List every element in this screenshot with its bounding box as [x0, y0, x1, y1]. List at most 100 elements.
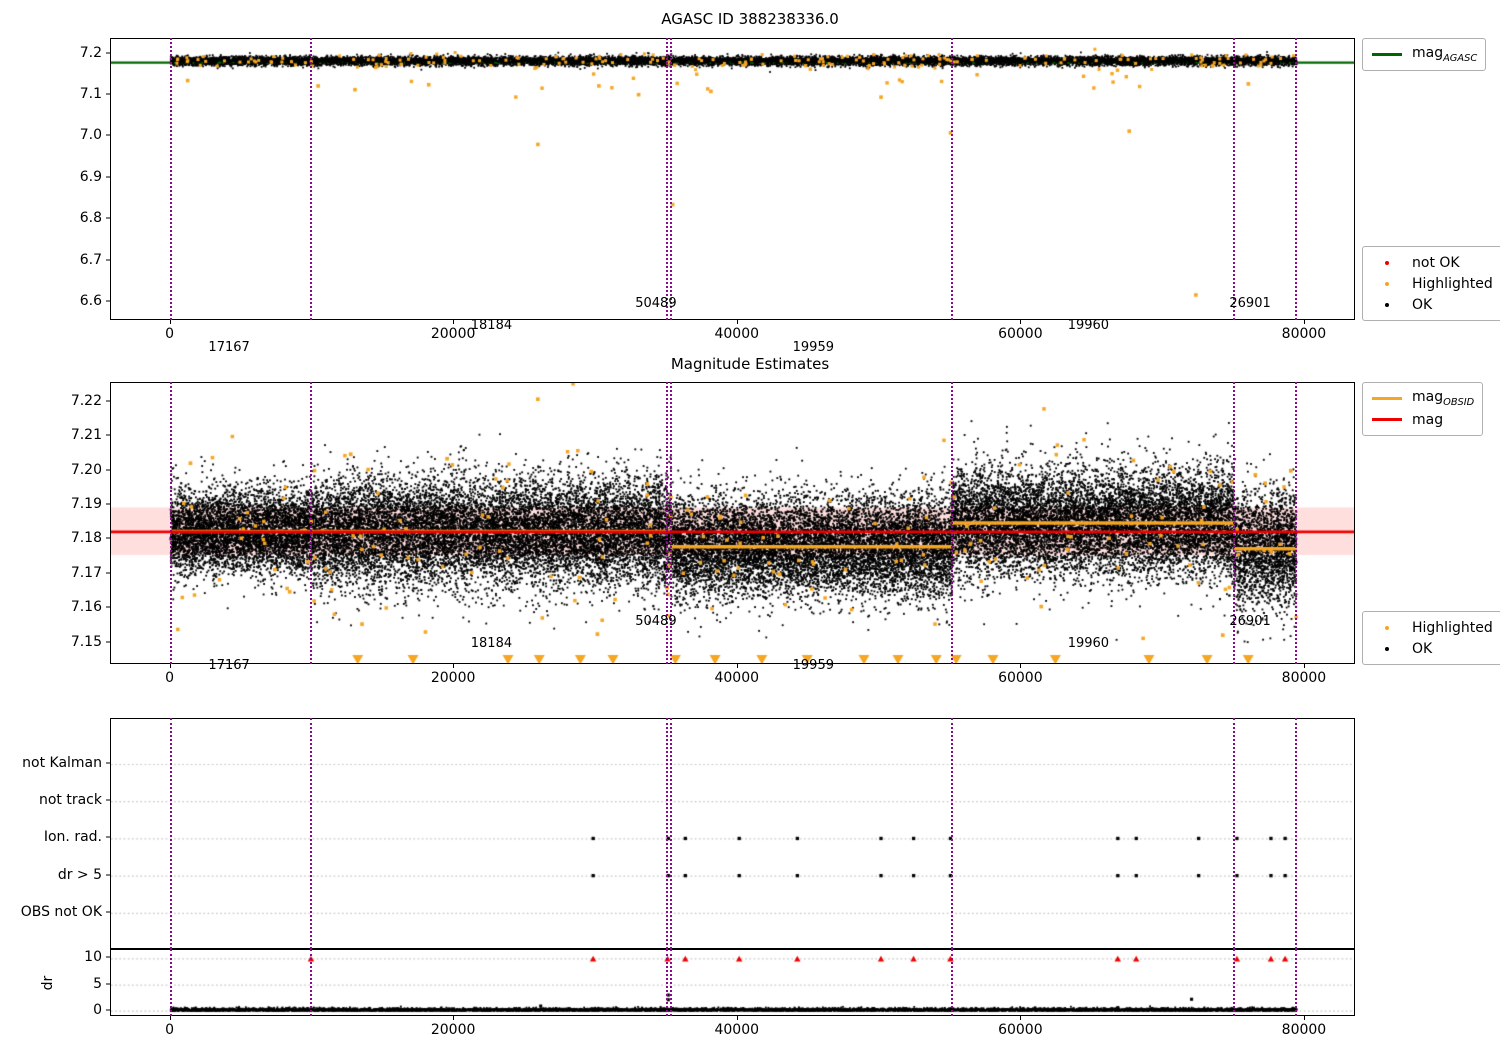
y-tick-label: 7.1 — [79, 85, 102, 102]
obsid-divider-line — [1295, 382, 1298, 664]
legend-entry[interactable]: OK — [1371, 294, 1493, 315]
legend-entry[interactable]: Highlighted — [1371, 273, 1493, 294]
y-tick-mark — [106, 93, 110, 95]
x-tick-label: 0 — [165, 1022, 175, 1038]
x-tick-mark — [1303, 664, 1305, 668]
obsid-label-panel2: 18184 — [470, 636, 513, 651]
panel-magnitude-raw — [110, 38, 1355, 320]
legend-entry[interactable]: magAGASC — [1371, 44, 1477, 65]
obsid-label-panel2: 19960 — [1067, 636, 1110, 651]
legend-entry[interactable]: magOBSID — [1371, 388, 1474, 409]
legend-label: magOBSID — [1412, 389, 1475, 408]
x-tick-label: 40000 — [714, 1022, 760, 1038]
obsid-label-panel2: 17167 — [208, 658, 250, 673]
flag-tick-mark — [106, 762, 110, 764]
flag-tick-mark — [106, 874, 110, 876]
legend-dot-swatch — [1371, 641, 1403, 657]
y-tick-mark — [106, 572, 110, 574]
x-tick-mark — [736, 664, 738, 668]
legend-line-swatch — [1371, 412, 1403, 428]
y-tick-label: 7.17 — [70, 564, 102, 581]
x-tick-label: 20000 — [430, 326, 476, 342]
x-tick-mark — [1303, 1016, 1305, 1020]
x-tick-mark — [169, 664, 171, 668]
obsid-label-panel1: 17167 — [208, 340, 250, 355]
obsid-divider-line — [665, 949, 668, 1016]
flag-tick-label: Ion. rad. — [43, 829, 102, 846]
obsid-divider-line — [950, 382, 953, 664]
legend-mag-lines[interactable]: magOBSID mag — [1362, 382, 1484, 436]
legend-label: magAGASC — [1412, 45, 1478, 64]
obsid-divider-line — [1295, 38, 1298, 320]
x-tick-mark — [453, 320, 455, 324]
x-tick-mark — [1020, 664, 1022, 668]
y-tick-mark — [106, 217, 110, 219]
dr-tick-mark — [106, 956, 110, 958]
legend-entry[interactable]: OK — [1371, 638, 1493, 659]
x-tick-mark — [1303, 320, 1305, 324]
legend-mag-agasc[interactable]: magAGASC — [1362, 38, 1487, 71]
obsid-divider-line — [1233, 382, 1236, 664]
flag-tick-mark — [106, 799, 110, 801]
flag-tick-label: dr > 5 — [57, 866, 102, 883]
obsid-divider-line — [169, 718, 172, 949]
obsid-label-panel2: 26901 — [1229, 614, 1271, 629]
obsid-label-panel1: 18184 — [470, 318, 513, 333]
obsid-divider-line — [309, 718, 312, 949]
x-tick-mark — [736, 1016, 738, 1020]
dr-tick-mark — [106, 1009, 110, 1011]
flag-tick-label: not Kalman — [22, 755, 102, 771]
dr-tick-mark — [106, 983, 110, 985]
y-tick-mark — [106, 176, 110, 178]
y-tick-mark — [106, 134, 110, 136]
y-tick-mark — [106, 641, 110, 643]
x-tick-mark — [169, 1016, 171, 1020]
obsid-divider-line — [1233, 949, 1236, 1016]
x-tick-label: 80000 — [1281, 1022, 1327, 1038]
y-tick-mark — [106, 606, 110, 608]
legend-point-classes-panel1[interactable]: not OK Highlighted OK — [1362, 246, 1500, 321]
legend-dot-swatch — [1371, 297, 1403, 313]
x-tick-mark — [453, 664, 455, 668]
obsid-divider-line — [309, 382, 312, 664]
x-tick-label: 60000 — [998, 670, 1043, 686]
y-tick-mark — [106, 259, 110, 261]
y-tick-label: 7.19 — [70, 496, 102, 513]
x-tick-label: 20000 — [430, 670, 476, 686]
y-tick-label: 7.15 — [70, 633, 102, 650]
legend-point-classes-panel2[interactable]: Highlighted OK — [1362, 611, 1500, 665]
obsid-label-panel2: 50489 — [635, 614, 677, 629]
y-tick-label: 6.7 — [79, 251, 102, 268]
x-tick-label: 0 — [165, 326, 175, 342]
y-tick-mark — [106, 503, 110, 505]
panel-flags — [110, 718, 1355, 949]
y-tick-label: 6.9 — [79, 168, 102, 185]
legend-entry[interactable]: Highlighted — [1371, 617, 1493, 638]
obsid-label-panel2: 19959 — [792, 658, 834, 673]
flag-tick-mark — [106, 911, 110, 913]
legend-label: not OK — [1412, 254, 1460, 271]
x-tick-mark — [1020, 1016, 1022, 1020]
x-tick-label: 60000 — [998, 326, 1043, 342]
obsid-divider-line — [169, 382, 172, 664]
obsid-divider-line — [665, 38, 668, 320]
obsid-divider-line — [950, 718, 953, 949]
legend-dot-swatch — [1371, 255, 1403, 271]
y-tick-mark — [106, 300, 110, 302]
x-tick-mark — [1020, 320, 1022, 324]
x-tick-mark — [169, 320, 171, 324]
y-tick-label: 6.6 — [79, 293, 102, 310]
obsid-label-panel1: 19960 — [1067, 318, 1110, 333]
legend-entry[interactable]: not OK — [1371, 252, 1493, 273]
legend-dot-swatch — [1371, 620, 1403, 636]
obsid-divider-line — [1233, 38, 1236, 320]
x-tick-label: 60000 — [998, 1022, 1043, 1038]
legend-entry[interactable]: mag — [1371, 409, 1474, 430]
x-tick-mark — [736, 320, 738, 324]
dr-tick-label: 0 — [93, 1001, 102, 1018]
obsid-label-panel1: 26901 — [1229, 296, 1271, 311]
panel2-title: Magnitude Estimates — [670, 355, 830, 373]
y-tick-label: 7.16 — [70, 599, 102, 616]
x-tick-label: 40000 — [714, 670, 760, 686]
obsid-divider-line — [950, 949, 953, 1016]
